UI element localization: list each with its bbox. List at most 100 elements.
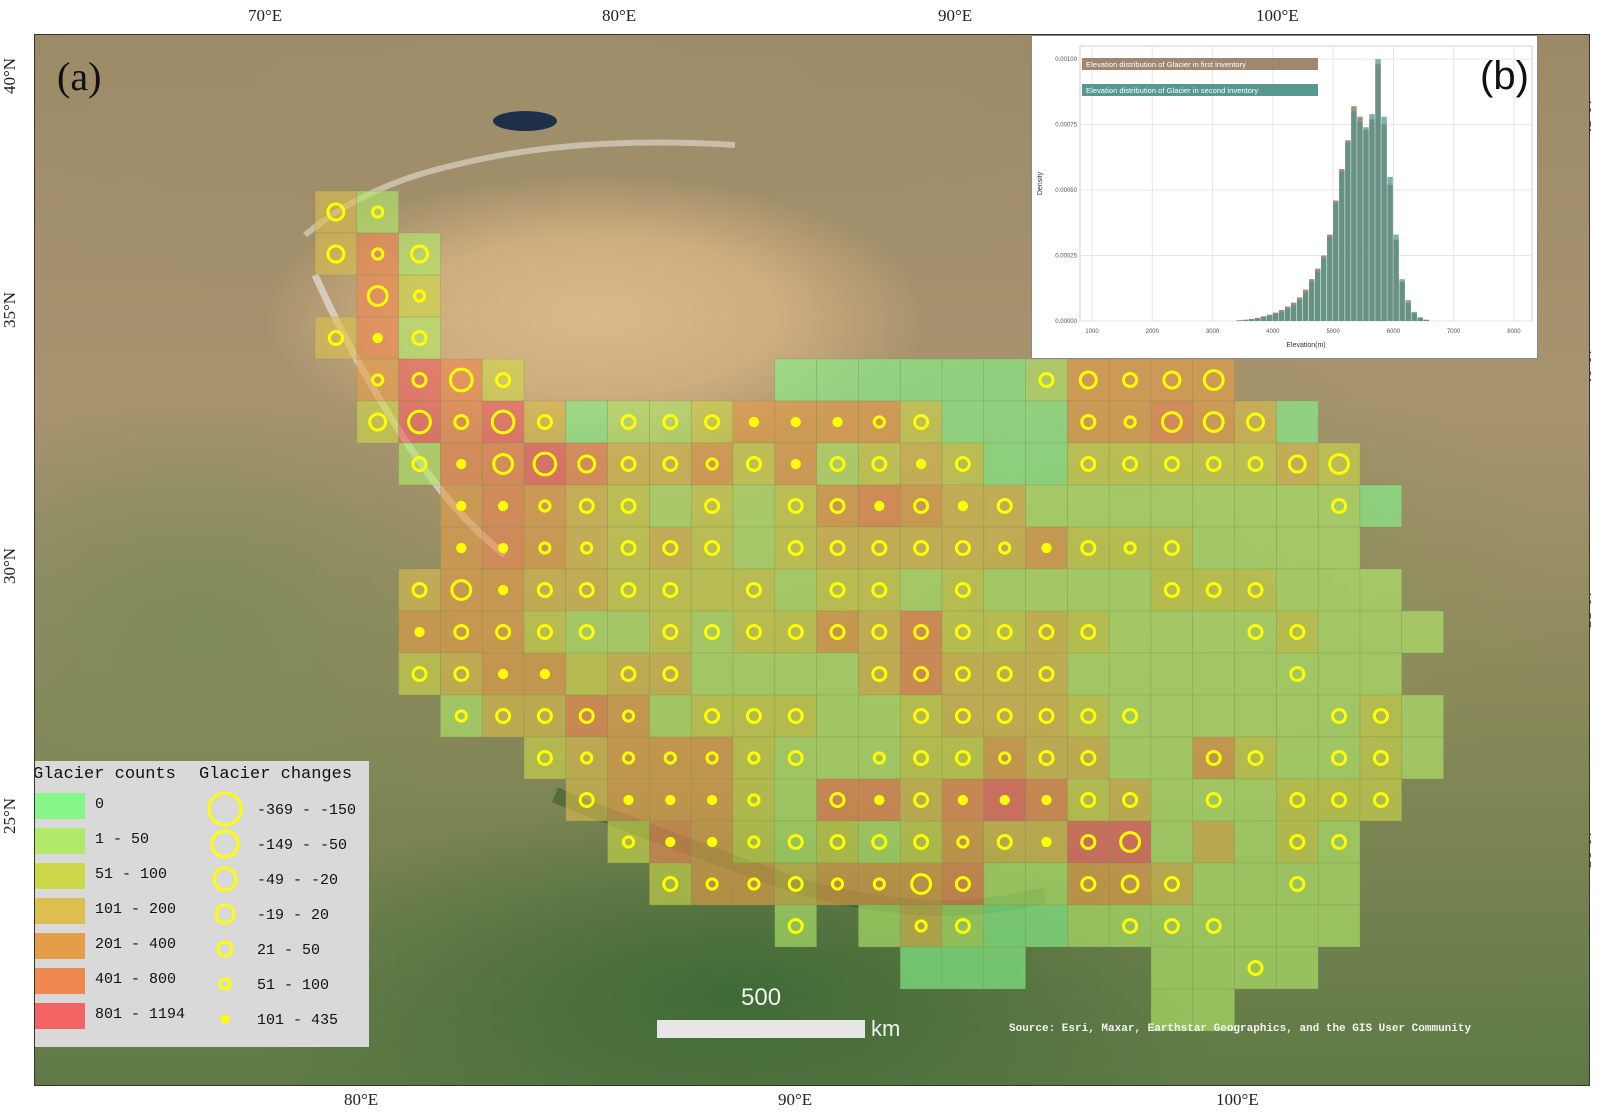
grid-cell: [1234, 400, 1277, 444]
grid-cell: [732, 736, 776, 780]
grid-cell: [1276, 736, 1319, 780]
left-lat-label-30: 30°N: [0, 547, 20, 585]
legend-change-label: -49 - -20: [257, 872, 338, 889]
change-circle: [326, 202, 346, 222]
histogram-bar: [1309, 281, 1315, 321]
grid-cell: [1276, 652, 1319, 696]
grid-cell: [649, 526, 692, 570]
grid-cell: [314, 190, 358, 234]
change-circle: [874, 500, 885, 512]
grid-cell: [1025, 484, 1068, 528]
left-lat-label-40: 40°N: [0, 57, 20, 95]
change-circle: [368, 412, 388, 432]
grid-cell: [1192, 568, 1235, 612]
grid-cell: [858, 400, 901, 444]
grid-cell: [356, 400, 399, 444]
grid-cell: [899, 442, 943, 486]
grid-cell: [398, 232, 441, 276]
grid-cell: [565, 736, 608, 780]
grid-cell: [1276, 694, 1319, 738]
grid-cell: [565, 484, 608, 528]
change-circle: [1289, 623, 1306, 641]
change-circle: [915, 458, 927, 470]
change-circle: [745, 455, 762, 473]
grid-cell: [1108, 694, 1152, 738]
grid-cell: [1150, 526, 1194, 570]
grid-cell: [607, 484, 650, 528]
histogram-bar: [1399, 279, 1405, 321]
histogram-bar: [1393, 234, 1399, 321]
grid-cell: [398, 442, 441, 486]
change-circle: [1247, 749, 1264, 767]
change-circle: [1163, 917, 1180, 935]
grid-cell: [1067, 526, 1110, 570]
grid-cell: [1276, 820, 1319, 864]
grid-cell: [1025, 694, 1068, 738]
change-circle: [871, 665, 888, 683]
grid-cell: [1025, 652, 1068, 696]
legend-changes-title: Glacier changes: [199, 765, 353, 784]
histogram-bar: [1272, 313, 1279, 321]
bottom-lon-label-100: 100°E: [1216, 1090, 1259, 1109]
change-circle: [1122, 455, 1139, 473]
change-circle: [1122, 707, 1139, 725]
grid-cell: [941, 820, 985, 864]
grid-cell: [941, 568, 985, 612]
change-circle: [954, 623, 971, 641]
grid-cell: [1025, 778, 1068, 822]
grid-cell: [440, 652, 483, 696]
change-circle: [913, 623, 930, 641]
histogram-bar: [1351, 111, 1357, 321]
grid-cell: [1317, 568, 1361, 612]
histogram-bar: [1242, 319, 1249, 321]
top-lon-label-80: 80°E: [602, 6, 637, 25]
change-circle: [665, 836, 676, 848]
change-circle: [1080, 455, 1097, 473]
grid-cell: [899, 820, 943, 864]
grid-cell: [774, 778, 817, 822]
change-circle: [1163, 455, 1180, 473]
change-circle: [745, 581, 762, 599]
scale-unit: km: [871, 1016, 901, 1041]
change-circle: [495, 707, 512, 725]
change-circle: [1160, 411, 1183, 433]
grid-cell: [941, 526, 985, 570]
change-circle: [1041, 836, 1052, 848]
grid-cell: [649, 400, 692, 444]
grid-cell: [398, 358, 441, 402]
change-circle: [580, 751, 594, 765]
change-circle: [1080, 707, 1097, 725]
histogram-bar: [1375, 59, 1381, 321]
grid-cell: [1067, 778, 1110, 822]
change-circle: [539, 668, 551, 680]
grid-cell: [1150, 484, 1194, 528]
grid-cell: [1150, 652, 1194, 696]
grid-cell: [732, 526, 776, 570]
grid-cell: [1234, 484, 1277, 528]
grid-cell: [356, 358, 399, 402]
grid-cell: [1108, 442, 1152, 486]
change-circle: [366, 285, 389, 307]
change-circle: [326, 244, 346, 264]
grid-cell: [1108, 568, 1152, 612]
change-circle: [1080, 413, 1097, 431]
grid-cell: [983, 862, 1026, 906]
change-circle: [998, 751, 1012, 765]
top-lon-label-70: 70°E: [248, 6, 283, 25]
change-circle: [748, 416, 760, 428]
scale-bar-graphic: [657, 1020, 865, 1038]
grid-cell: [690, 568, 734, 612]
change-circle: [663, 751, 677, 765]
change-circle: [913, 707, 930, 725]
change-circle: [662, 413, 679, 431]
grid-cell: [1192, 778, 1235, 822]
change-circle: [495, 371, 512, 389]
change-circle: [621, 751, 636, 765]
legend-count-swatch: [35, 968, 85, 994]
glacier-change-circles: [326, 202, 1389, 977]
change-circle: [536, 581, 553, 599]
change-circle: [874, 794, 885, 806]
chart-x-tick: 8000: [1507, 329, 1521, 335]
chart-x-tick: 6000: [1387, 329, 1401, 335]
panel-b-label: (b): [1480, 54, 1529, 98]
